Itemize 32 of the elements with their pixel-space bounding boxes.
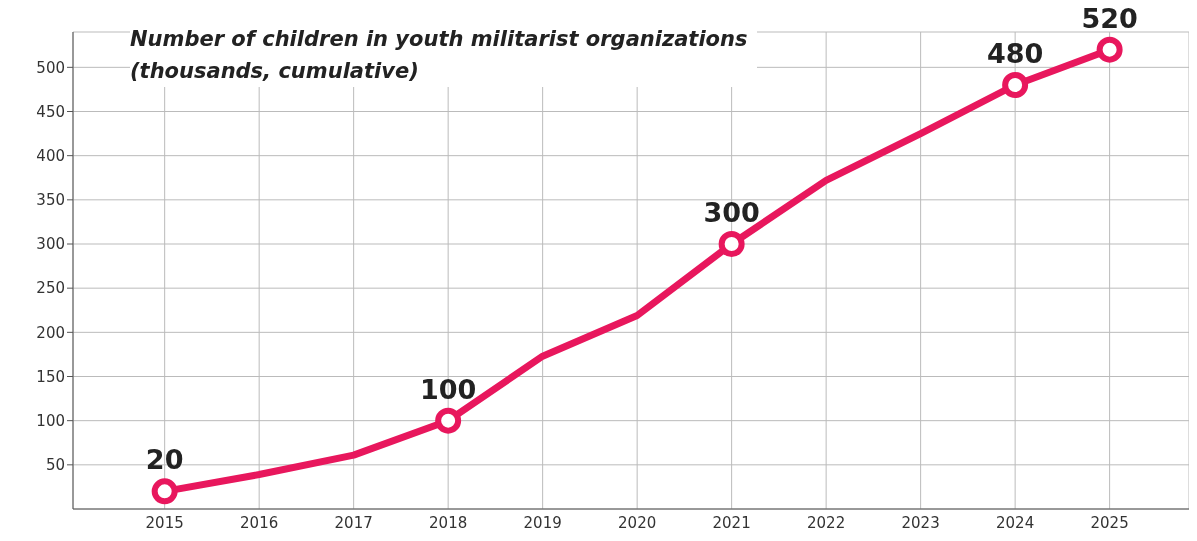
y-tick-label: 50: [45, 456, 65, 475]
data-label: 100: [419, 373, 477, 405]
y-tick-label: 200: [36, 323, 65, 342]
point: [718, 231, 745, 257]
x-tick-label: 2018: [429, 513, 468, 532]
y-tick-label: 150: [36, 367, 65, 386]
y-tick-label: 100: [36, 411, 65, 430]
x-tick-label: 2019: [523, 513, 562, 532]
point: [151, 478, 178, 505]
x-tick-label: 2022: [807, 513, 846, 532]
y-tick-label: 500: [36, 58, 65, 77]
x-tick-label: 2015: [145, 513, 184, 532]
point: [1002, 72, 1029, 98]
x-tick-label: 2017: [334, 513, 373, 532]
x-tick-label: 2023: [901, 513, 940, 532]
y-tick-label: 250: [36, 279, 65, 298]
x-tick-label: 2020: [618, 513, 657, 532]
y-tick-label: 350: [36, 191, 65, 210]
x-tick-label: 2025: [1090, 513, 1129, 532]
data-label: 20: [145, 444, 184, 476]
y-tick-label: 300: [36, 235, 65, 254]
data-label: 480: [986, 38, 1044, 69]
y-tick-label: 400: [36, 146, 65, 165]
text: Number of children in youth militarist organizations (thousands, cumulative): [130, 24, 758, 87]
data-label: 300: [703, 197, 760, 228]
x-tick-label: 2016: [240, 513, 279, 532]
point: [1096, 36, 1123, 63]
point: [435, 407, 462, 434]
y-tick-label: 450: [36, 102, 65, 121]
x-tick-label: 2021: [712, 513, 751, 532]
x-tick-label: 2024: [996, 513, 1035, 532]
data-label: 520: [1081, 2, 1138, 34]
